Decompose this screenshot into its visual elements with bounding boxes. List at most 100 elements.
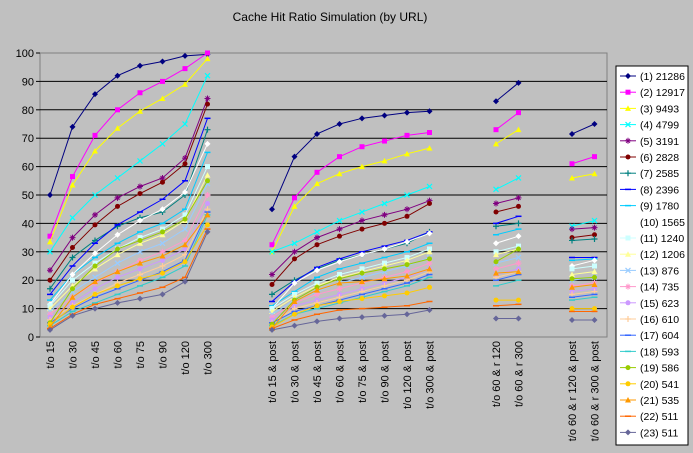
data-point <box>182 66 188 72</box>
data-point <box>404 290 410 296</box>
y-tick-label: 30 <box>22 247 34 259</box>
series-line <box>271 301 430 329</box>
data-point <box>205 164 210 170</box>
series <box>47 95 598 278</box>
series-line <box>271 251 430 312</box>
data-point <box>359 144 365 150</box>
series-line <box>49 118 208 295</box>
series-line <box>271 258 430 325</box>
series-line <box>495 215 519 224</box>
data-point <box>314 169 320 175</box>
data-point <box>269 326 275 333</box>
legend-label: (4) 4799 <box>640 120 679 132</box>
series <box>47 180 598 318</box>
series-line <box>495 228 519 236</box>
data-point <box>359 314 365 321</box>
data-point <box>159 231 166 238</box>
data-point <box>359 274 365 281</box>
data-point <box>69 254 76 261</box>
data-point <box>404 192 410 198</box>
data-point <box>592 306 597 312</box>
legend-label: (12) 1206 <box>640 249 685 261</box>
data-point <box>336 285 343 292</box>
data-point <box>137 235 143 241</box>
data-point <box>426 230 433 237</box>
series-line <box>495 129 519 145</box>
data-point <box>182 237 188 244</box>
data-point <box>404 257 410 263</box>
data-point <box>337 276 342 282</box>
data-point <box>359 296 365 302</box>
x-tick-label: t/o 120 <box>180 341 192 375</box>
series <box>47 201 597 323</box>
data-point <box>516 110 521 116</box>
data-point <box>160 78 165 84</box>
data-point <box>114 251 121 258</box>
legend-marker <box>625 121 631 128</box>
x-tick-label: t/o 45 & post <box>312 341 324 403</box>
data-point <box>92 132 98 138</box>
data-point <box>493 265 499 272</box>
data-point <box>381 211 388 218</box>
data-point <box>182 278 188 285</box>
data-point <box>314 234 320 241</box>
data-point <box>137 108 143 114</box>
series-line <box>495 205 519 213</box>
legend-label: (9) 1780 <box>640 201 679 213</box>
legend-marker <box>625 89 631 95</box>
series <box>47 55 598 255</box>
data-point <box>359 163 365 170</box>
data-point <box>382 293 387 299</box>
series-line <box>271 132 430 245</box>
legend-marker <box>625 316 631 322</box>
data-point <box>569 266 575 272</box>
series-line <box>49 214 208 327</box>
data-point <box>516 297 521 303</box>
y-tick-label: 10 <box>22 304 34 316</box>
series-line <box>571 282 595 287</box>
data-point <box>269 248 275 255</box>
data-point <box>515 220 522 227</box>
x-tick-label: t/o 60 & r 120 & post <box>567 341 579 441</box>
data-point <box>115 246 120 252</box>
series-line <box>49 180 208 324</box>
data-point <box>426 265 433 272</box>
series <box>47 72 598 255</box>
series-line <box>49 143 208 305</box>
x-tick-label: t/o 90 & post <box>380 341 392 403</box>
legend-label: (10) 1565 <box>640 217 685 229</box>
data-point <box>493 251 499 258</box>
data-point <box>381 282 388 289</box>
data-point <box>314 318 320 325</box>
data-point <box>204 172 211 178</box>
data-point <box>291 153 298 160</box>
data-point <box>359 115 365 122</box>
series-line <box>271 248 430 310</box>
data-point <box>182 251 188 258</box>
data-point <box>426 108 433 115</box>
y-tick-label: 50 <box>22 190 34 202</box>
data-point <box>404 238 410 245</box>
series-line <box>49 203 208 318</box>
data-point <box>404 262 410 268</box>
data-point <box>336 315 343 322</box>
legend-marker <box>625 397 631 403</box>
data-point <box>382 266 387 272</box>
data-point <box>92 192 98 198</box>
data-point <box>291 203 298 209</box>
series-line <box>571 291 595 295</box>
x-tick-label: t/o 30 <box>68 341 80 369</box>
data-point <box>114 125 121 131</box>
series-line <box>495 274 519 281</box>
data-point <box>70 277 75 283</box>
series-line <box>495 235 519 244</box>
series <box>47 50 597 248</box>
data-point <box>336 258 343 265</box>
data-point <box>515 233 522 240</box>
data-point <box>381 157 388 164</box>
series-line <box>571 234 595 239</box>
x-tick-label: t/o 60 & r 300 & post <box>590 341 602 441</box>
data-point <box>591 316 598 323</box>
data-point <box>569 174 575 181</box>
